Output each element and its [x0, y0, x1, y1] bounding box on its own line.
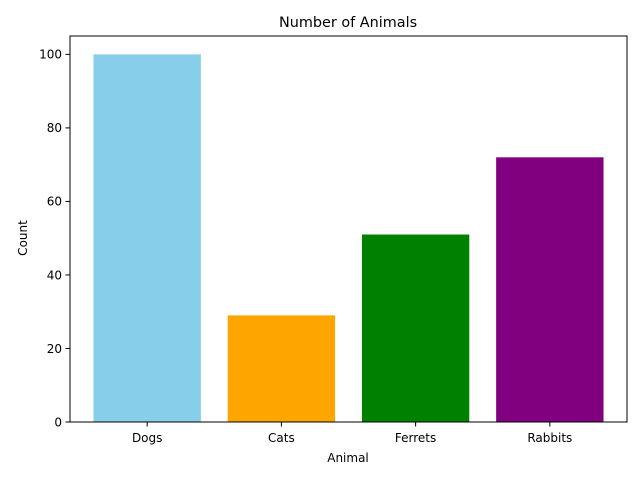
x-axis-label: Animal [327, 451, 369, 465]
bars-group [93, 54, 604, 423]
y-tick-label: 20 [47, 342, 62, 356]
chart-title: Number of Animals [279, 15, 417, 31]
x-tick-label: Ferrets [395, 431, 436, 445]
y-tick-label: 40 [47, 268, 62, 282]
y-tick-label: 100 [39, 48, 62, 62]
bar-cats [227, 315, 336, 422]
axes-frame [69, 35, 628, 423]
y-axis-label: Count [16, 220, 30, 256]
y-tick-label: 0 [54, 415, 62, 429]
x-tick-label: Rabbits [527, 431, 572, 445]
bar-dogs [93, 54, 201, 422]
plot-area: 0 20 40 60 80 100 Dogs Cats Ferrets Rabbits [39, 35, 628, 445]
y-tick-label: 80 [47, 121, 62, 135]
bar-rabbits [496, 157, 604, 423]
x-tick-label: Cats [268, 431, 295, 445]
x-axis-ticks: Dogs Cats Ferrets Rabbits [132, 422, 572, 445]
y-axis-ticks: 0 20 40 60 80 100 [39, 48, 70, 429]
bar-ferrets [361, 234, 470, 422]
x-tick-label: Dogs [132, 431, 162, 445]
y-tick-label: 60 [47, 195, 62, 209]
